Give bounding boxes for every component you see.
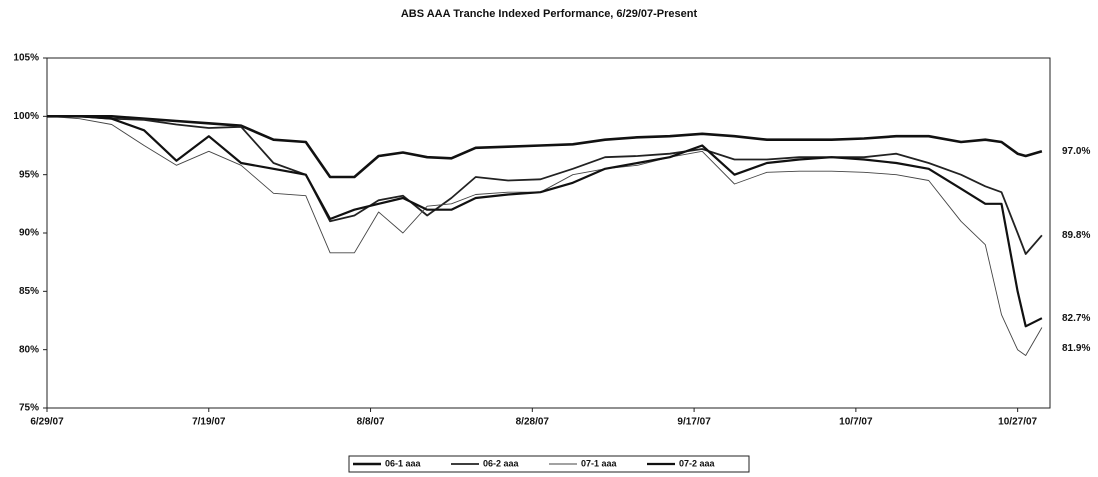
x-tick-label: 6/29/07: [30, 417, 64, 428]
y-tick-label: 90%: [19, 228, 39, 239]
series-line: [47, 115, 1043, 328]
x-tick-label: 7/19/07: [192, 417, 226, 428]
legend-label: 07-1 aaa: [581, 458, 618, 468]
data-label: 82.7%: [1062, 313, 1090, 324]
legend-label: 07-2 aaa: [679, 458, 716, 468]
x-tick-label: 8/8/07: [357, 417, 385, 428]
x-tick-label: 8/28/07: [516, 417, 550, 428]
y-tick-label: 100%: [13, 111, 39, 122]
y-tick-label: 105%: [13, 53, 39, 64]
legend: 06-1 aaa 06-2 aaa 07-1 aaa 07-2 aaa: [348, 455, 750, 473]
data-label: 81.9%: [1062, 343, 1090, 354]
x-tick-label: 9/17/07: [677, 417, 711, 428]
series-line: [47, 115, 1043, 179]
legend-box: [348, 455, 750, 473]
data-label: 89.8%: [1062, 230, 1090, 241]
y-tick-label: 75%: [19, 403, 39, 414]
chart-title: ABS AAA Tranche Indexed Performance, 6/2…: [401, 8, 698, 20]
x-tick-label: 10/7/07: [839, 417, 873, 428]
series-line: [46, 115, 1043, 356]
data-label: 97.0%: [1062, 146, 1090, 157]
y-tick-label: 80%: [19, 344, 39, 355]
series-line: [47, 115, 1043, 255]
x-tick-label: 10/27/07: [998, 417, 1037, 428]
plot-area: [46, 57, 1051, 409]
legend-label: 06-1 aaa: [385, 458, 422, 468]
legend-label: 06-2 aaa: [483, 458, 520, 468]
y-tick-label: 85%: [19, 286, 39, 297]
y-tick-label: 95%: [19, 169, 39, 180]
